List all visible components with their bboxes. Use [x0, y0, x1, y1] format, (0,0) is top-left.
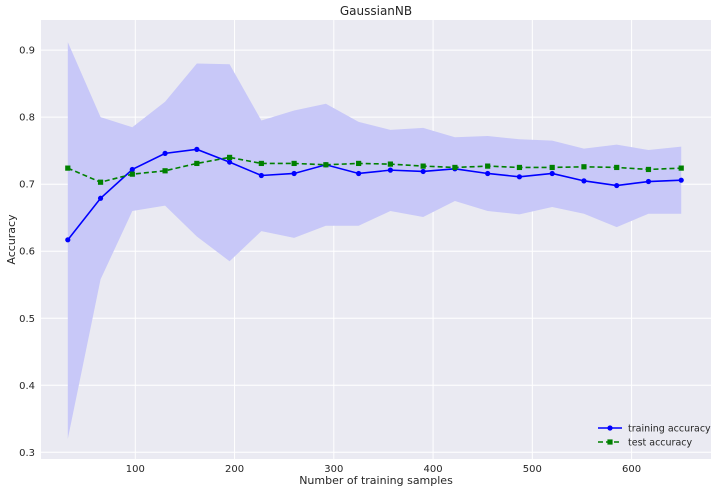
- legend-item: training accuracy: [598, 424, 711, 435]
- data-point: [226, 159, 233, 165]
- legend-label: training accuracy: [628, 424, 711, 435]
- data-point: [614, 164, 620, 171]
- data-point: [323, 162, 329, 168]
- series-test: [65, 154, 684, 185]
- x-axis-label: Number of training samples: [299, 474, 453, 487]
- data-point: [356, 170, 362, 177]
- data-point: [420, 163, 426, 169]
- y-tick-label: 0.4: [19, 381, 35, 392]
- data-point: [258, 172, 264, 179]
- series-layer: [65, 146, 684, 243]
- data-point: [226, 154, 233, 160]
- y-tick-label: 0.7: [19, 180, 35, 191]
- data-point: [614, 182, 620, 189]
- data-point: [549, 170, 555, 177]
- data-point: [129, 171, 135, 177]
- data-point: [645, 166, 652, 173]
- data-point: [516, 174, 523, 180]
- data-point: [97, 179, 104, 185]
- data-point: [387, 161, 393, 167]
- data-point: [194, 146, 200, 152]
- data-point: [645, 178, 652, 185]
- x-tick-label: 500: [523, 464, 542, 475]
- data-point: [162, 150, 168, 156]
- data-point: [516, 164, 523, 171]
- data-point: [420, 168, 426, 175]
- legend-item: test accuracy: [598, 438, 693, 449]
- series-training: [65, 146, 684, 243]
- legend-marker: [607, 425, 613, 431]
- data-point: [485, 163, 491, 169]
- x-tick-labels: 100 200 300 400 500 600: [126, 464, 641, 475]
- x-tick-label: 100: [126, 464, 145, 475]
- data-point: [65, 165, 71, 171]
- y-tick-label: 0.8: [19, 113, 35, 124]
- legend-label: test accuracy: [628, 438, 693, 449]
- data-point: [581, 164, 587, 170]
- x-tick-label: 600: [622, 464, 641, 475]
- x-tick-label: 400: [424, 464, 443, 475]
- x-tick-label: 300: [324, 464, 343, 475]
- data-point: [678, 177, 684, 183]
- y-tick-label: 0.9: [19, 46, 35, 57]
- x-tick-label: 200: [225, 464, 244, 475]
- series-line: [67, 148, 682, 241]
- confidence-band: [67, 42, 682, 439]
- y-tick-label: 0.3: [19, 448, 35, 459]
- data-point: [194, 160, 200, 167]
- data-point: [678, 165, 684, 171]
- data-point: [129, 166, 135, 173]
- data-point: [452, 164, 458, 171]
- data-point: [65, 237, 71, 243]
- confidence-band-layer: [67, 42, 682, 439]
- y-tick-label: 0.6: [19, 247, 35, 258]
- y-tick-labels: 0.3 0.4 0.5 0.6 0.7 0.8 0.9: [19, 46, 35, 459]
- data-point: [581, 178, 587, 184]
- data-point: [485, 170, 491, 177]
- data-point: [97, 195, 104, 201]
- y-axis-label: Accuracy: [5, 214, 18, 265]
- data-point: [549, 164, 555, 171]
- plot-background: [41, 20, 711, 459]
- chart-title: GaussianNB: [340, 4, 412, 18]
- data-point: [162, 168, 168, 174]
- data-point: [387, 167, 393, 173]
- data-point: [356, 160, 362, 167]
- legend: training accuracy test accuracy: [598, 424, 711, 449]
- data-point: [291, 170, 297, 177]
- data-point: [258, 160, 264, 167]
- legend-marker: [607, 439, 613, 445]
- series-line: [67, 156, 682, 184]
- data-point: [291, 160, 297, 167]
- y-tick-label: 0.5: [19, 314, 35, 325]
